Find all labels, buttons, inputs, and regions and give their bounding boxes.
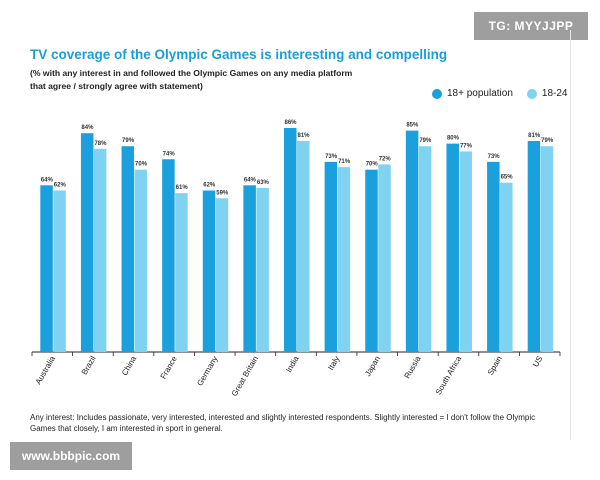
x-tick-label-brazil: Brazil (80, 354, 98, 376)
bar-australia-18plus (40, 185, 53, 352)
bar-spain-18-24 (500, 182, 513, 352)
data-label-great-britain-18-24: 63% (257, 180, 270, 186)
bar-germany-18plus (202, 190, 216, 352)
data-label-france-18plus: 74% (163, 151, 176, 157)
data-label-brazil-18plus: 84% (81, 125, 94, 131)
bar-japan-18plus (365, 169, 378, 352)
legend-label-18plus: 18+ population (447, 88, 513, 99)
data-label-india-18plus: 86% (284, 120, 297, 126)
bar-france-18-24 (175, 193, 188, 352)
bar-france-18plus (162, 159, 175, 352)
bar-great-britain-18plus (243, 185, 256, 352)
data-label-south-africa-18plus: 80% (447, 136, 460, 142)
bar-australia-18-24 (53, 190, 66, 352)
x-tick-label-china: China (120, 354, 139, 377)
bar-great-britain-18-24 (256, 187, 269, 352)
data-label-australia-18plus: 64% (41, 177, 54, 183)
x-tick-label-germany: Germany (195, 355, 219, 388)
legend-swatch-18plus (432, 88, 442, 99)
legend-label-18-24: 18-24 (541, 88, 568, 99)
bar-china-18-24 (134, 169, 148, 352)
legend-swatch-18-24 (526, 88, 537, 99)
data-label-russia-18plus: 85% (406, 123, 419, 129)
watermark-top: TG: MYYJJPP (474, 12, 588, 40)
x-tick-label-spain: Spain (486, 354, 504, 376)
bar-russia-18-24 (418, 146, 432, 352)
chart-subtitle: (% with any interest in and followed the… (30, 68, 353, 91)
bar-india-18plus (284, 128, 297, 352)
bar-us-18plus (527, 141, 541, 352)
data-label-germany-18-24: 59% (216, 190, 229, 196)
x-tick-label-france: France (159, 354, 180, 381)
x-tick-label-india: India (284, 354, 301, 374)
data-label-south-africa-18-24: 77% (460, 143, 473, 149)
data-label-brazil-18-24: 78% (94, 141, 107, 147)
x-tick-label-australia: Australia (34, 354, 58, 386)
bar-us-18-24 (540, 146, 554, 352)
x-tick-label-south-africa: South Africa (434, 354, 464, 396)
x-tick-label-us: US (531, 355, 544, 369)
data-label-us-18-24: 79% (541, 138, 554, 144)
bar-italy-18-24 (337, 167, 351, 352)
bar-south-africa-18-24 (459, 151, 472, 352)
data-label-germany-18plus: 62% (203, 183, 216, 189)
chart-legend: 18+ population 18-24 (432, 88, 567, 99)
x-tick-label-italy: Italy (326, 355, 341, 372)
x-tick-label-russia: Russia (403, 354, 423, 380)
watermark-bottom: www.bbbpic.com (10, 442, 132, 470)
legend-item-18plus: 18+ population (432, 88, 513, 99)
bar-india-18-24 (297, 141, 310, 352)
data-label-us-18plus: 81% (528, 133, 541, 139)
data-label-china-18-24: 70% (135, 162, 148, 168)
bar-germany-18-24 (215, 198, 229, 352)
data-label-spain-18plus: 73% (488, 154, 501, 160)
data-label-italy-18plus: 73% (325, 154, 338, 160)
data-label-india-18-24: 81% (297, 133, 310, 139)
bar-china-18plus (121, 146, 135, 352)
bar-brazil-18-24 (93, 148, 107, 352)
data-label-france-18-24: 61% (176, 185, 189, 191)
data-label-russia-18-24: 79% (419, 138, 432, 144)
data-label-spain-18-24: 65% (501, 175, 514, 181)
bar-italy-18plus (324, 161, 338, 352)
data-label-australia-18-24: 62% (54, 183, 67, 189)
chart-title: TV coverage of the Olympic Games is inte… (30, 47, 448, 62)
data-label-great-britain-18plus: 64% (244, 177, 257, 183)
bar-south-africa-18plus (446, 143, 459, 352)
bar-russia-18plus (405, 130, 419, 352)
data-label-japan-18-24: 72% (379, 156, 392, 162)
data-label-italy-18-24: 71% (338, 159, 351, 165)
bar-spain-18plus (487, 161, 500, 352)
x-tick-label-great-britain: Great Britain (230, 355, 260, 398)
bar-brazil-18plus (80, 133, 94, 352)
data-label-japan-18plus: 70% (366, 162, 379, 168)
x-tick-label-japan: Japan (363, 355, 382, 378)
chart-footnote: Any interest: Includes passionate, very … (30, 413, 536, 433)
bar-japan-18-24 (378, 164, 391, 352)
data-label-china-18plus: 79% (122, 138, 135, 144)
frame-divider (570, 30, 571, 440)
legend-item-18-24: 18-24 (526, 88, 568, 99)
